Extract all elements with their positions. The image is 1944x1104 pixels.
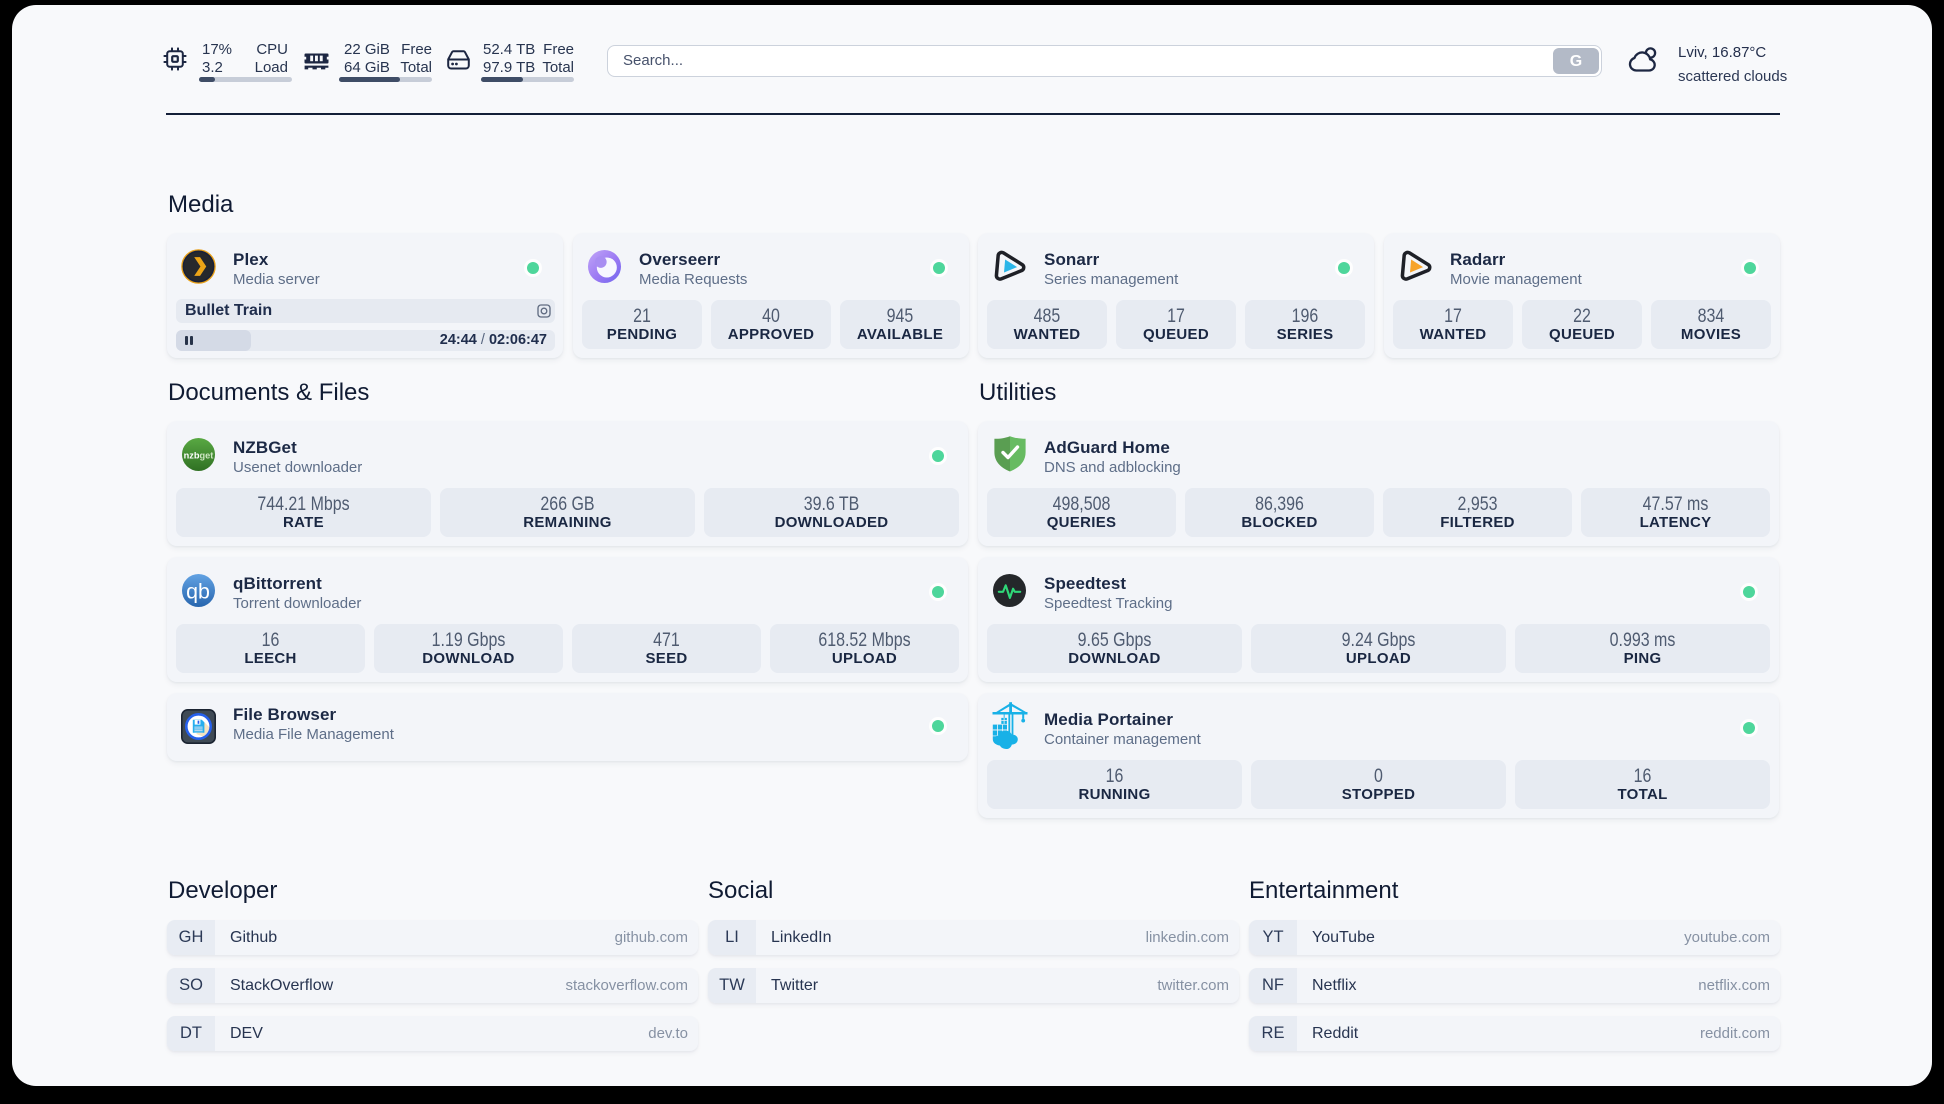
svg-text:nzbget: nzbget [184,450,214,460]
svg-text:qb: qb [186,579,210,603]
